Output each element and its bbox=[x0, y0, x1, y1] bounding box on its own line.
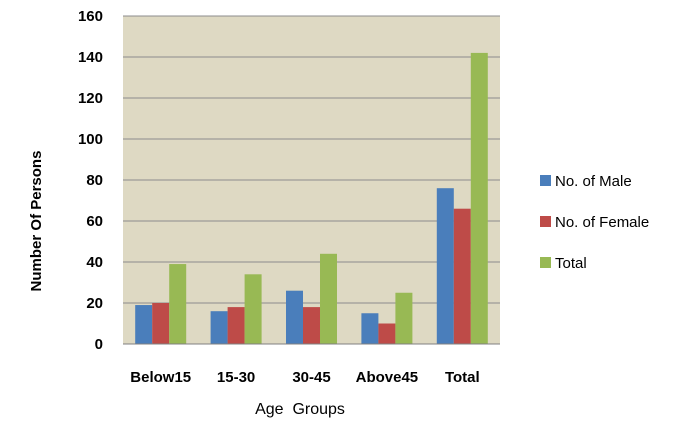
bar-no-of-male-15-30 bbox=[210, 311, 228, 344]
bar-no-of-male-total bbox=[436, 188, 454, 344]
bar-no-of-male-30-45 bbox=[286, 290, 303, 344]
x-axis-title: Age Groups bbox=[255, 401, 345, 418]
bar-no-of-female-15-30 bbox=[227, 307, 245, 344]
y-tick-label: 20 bbox=[86, 295, 103, 312]
y-tick-label: 120 bbox=[78, 90, 103, 107]
bar-no-of-male-below15 bbox=[135, 305, 153, 344]
y-tick-label: 140 bbox=[78, 49, 103, 66]
x-tick-label: Above45 bbox=[356, 369, 419, 386]
bar-total-15-30 bbox=[244, 274, 262, 344]
x-axis-ticks: Below15 15-30 30-45 Above45 Total bbox=[130, 369, 479, 386]
y-tick-label: 80 bbox=[86, 172, 103, 189]
y-tick-label: 100 bbox=[78, 131, 103, 148]
legend-label: Total bbox=[555, 255, 587, 272]
bar-total-above45 bbox=[395, 292, 413, 344]
x-tick-label: 15-30 bbox=[217, 369, 255, 386]
bar-no-of-female-total bbox=[453, 208, 471, 344]
y-axis-ticks: 0 20 40 60 80 100 120 140 160 bbox=[78, 8, 103, 353]
bar-total-total bbox=[470, 52, 488, 345]
bar-no-of-male-above45 bbox=[361, 313, 379, 344]
bar-no-of-female-above45 bbox=[378, 323, 396, 344]
bar-total-below15 bbox=[169, 264, 187, 344]
legend-label: No. of Female bbox=[555, 214, 649, 231]
bars bbox=[135, 52, 488, 345]
bar-total-30-45 bbox=[320, 253, 337, 344]
x-tick-label: 30-45 bbox=[292, 369, 330, 386]
y-tick-label: 0 bbox=[95, 336, 103, 353]
y-axis-title: Number Of Persons bbox=[28, 151, 45, 292]
legend-swatch bbox=[540, 175, 551, 186]
x-tick-label: Total bbox=[445, 369, 480, 386]
y-tick-label: 60 bbox=[86, 213, 103, 230]
legend-swatch bbox=[540, 216, 551, 227]
legend-label: No. of Male bbox=[555, 173, 632, 190]
y-tick-label: 160 bbox=[78, 8, 103, 25]
bar-no-of-female-30-45 bbox=[303, 307, 320, 344]
y-tick-label: 40 bbox=[86, 254, 103, 271]
bar-no-of-female-below15 bbox=[152, 303, 170, 344]
legend: No. of Male No. of Female Total bbox=[540, 173, 649, 272]
x-tick-label: Below15 bbox=[130, 369, 191, 386]
legend-swatch bbox=[540, 257, 551, 268]
